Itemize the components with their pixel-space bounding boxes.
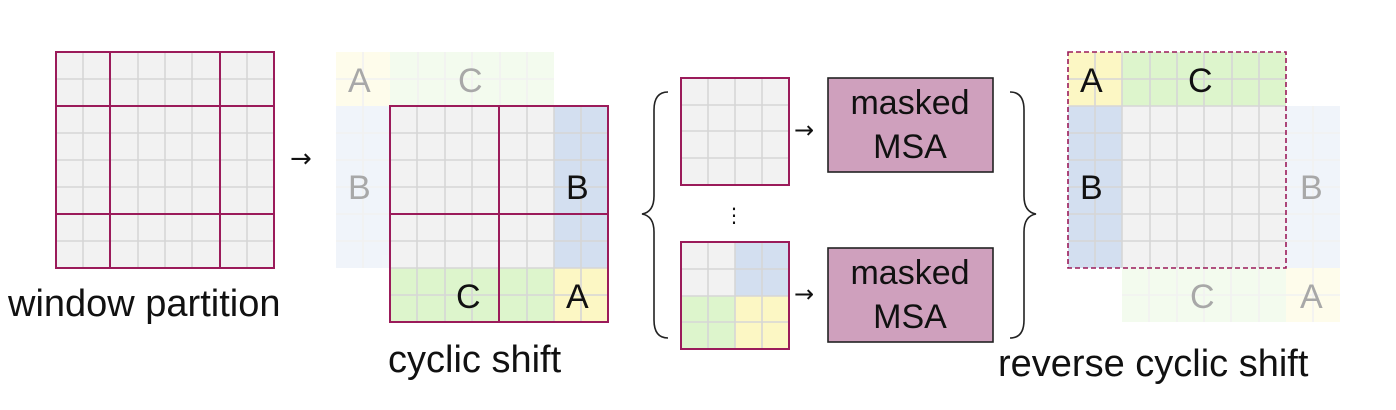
masked-msa-line2: MSA [873,298,947,336]
ghost-label-a: A [348,62,371,100]
label-a: A [566,278,589,316]
reverse-shift-grid [1067,51,1287,269]
msa-window-bottom [680,241,790,350]
arrow-icon: → [794,280,814,308]
left-brace [641,91,669,339]
reverse-shift-ghost-regions [1122,106,1340,322]
cyclic-shift-ghost-regions [336,52,554,268]
masked-msa-line1: masked [850,84,969,122]
label-b: B [566,169,589,207]
cyclic-shift-caption: cyclic shift [388,339,562,381]
msa-window-top [680,77,790,186]
ghost-label-b: B [1300,169,1323,207]
cyclic-shift-grid [389,105,609,323]
arrow-icon: → [794,116,814,144]
window-partition-caption: window partition [7,283,280,325]
ghost-label-a: A [1300,278,1323,316]
reverse-cyclic-shift-caption: reverse cyclic shift [998,343,1309,385]
label-c: C [456,278,481,316]
ghost-label-c: C [1190,278,1215,316]
window-partition-borders [55,51,275,269]
window-partition-grid [55,51,275,269]
ellipsis-icon: ⋮ [724,203,744,227]
arrow-icon: → [290,144,312,174]
masked-msa-line2: MSA [873,128,947,166]
right-brace [1009,91,1037,339]
ghost-label-b: B [348,169,371,207]
masked-msa-box-top: masked MSA [827,77,994,173]
label-a: A [1080,62,1103,100]
label-b: B [1080,169,1103,207]
masked-msa-box-bottom: masked MSA [827,247,994,343]
ghost-label-c: C [458,62,483,100]
label-c: C [1188,62,1213,100]
masked-msa-line1: masked [850,254,969,292]
